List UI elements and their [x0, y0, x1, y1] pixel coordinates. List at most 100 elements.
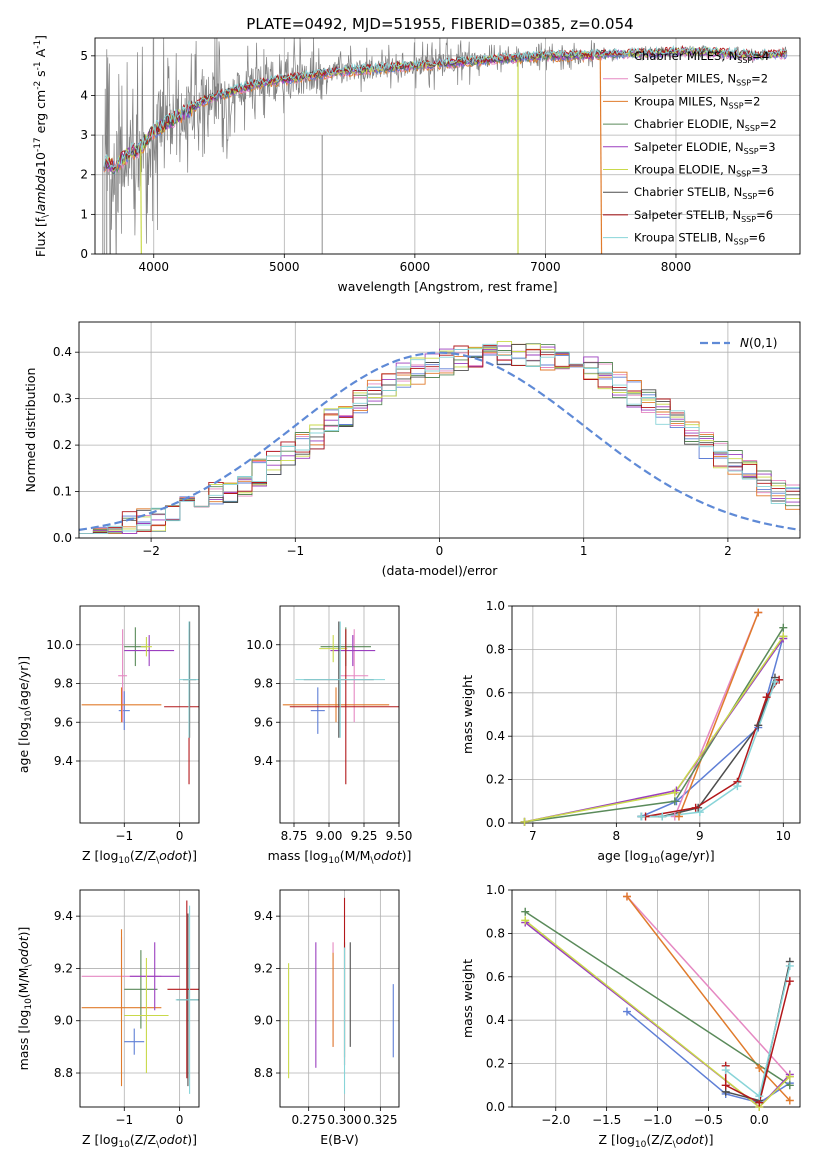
legend-entry-subscript: SSP	[734, 238, 749, 247]
y-tick-label: 9.4	[254, 754, 273, 768]
panel-age_vs_mass: 8.75 9.00 9.25 9.50 9.4 9.6 9.8 10.0 mass [log10…	[246, 605, 412, 866]
y-tick-label: 0.2	[486, 1057, 505, 1071]
x-axis-label: (data-model)/error	[382, 563, 499, 578]
legend-entry-count: =6	[749, 231, 766, 245]
x-tick-label: 8	[613, 829, 621, 843]
y-tick-label: 1	[80, 207, 88, 221]
axes-frame-mass_vs_Z	[79, 889, 200, 1108]
axes-frame-mass_weight_vs_age	[511, 605, 801, 824]
axes-frame-residuals	[78, 321, 801, 539]
panel-age_vs_Z: −1 0 9.4 9.6 9.8 10.0 Z [log10​(Z/Z\​odot)] age…	[16, 605, 200, 866]
y-axis-label: Flux [f\​lambda10-17​ erg cm-2​ s-1​ A-1…	[33, 35, 51, 257]
mass-weight-marker	[521, 916, 530, 925]
legend-entry: Kroupa MILES, NSSP=2	[634, 94, 760, 110]
y-axis-label: age [log10​(age/yr)]	[16, 656, 34, 773]
plot-area-mass_vs_Z	[81, 900, 199, 1094]
legend-residuals: N(0,1)	[700, 336, 777, 350]
histogram-step	[79, 345, 800, 538]
x-tick-label: 7	[529, 829, 537, 843]
y-tick-label: 8.8	[54, 1066, 73, 1080]
y-tick-label: 9.2	[254, 961, 273, 975]
mass-weight-line	[524, 921, 791, 1107]
mass-weight-line	[626, 1010, 791, 1104]
y-axis-label: mass weight	[460, 675, 475, 754]
legend-entry-label: Chabrier MILES, N	[634, 49, 737, 63]
x-axis-label: Z [log10​(Z/Z\​odot)]	[598, 1132, 713, 1150]
mass-weight-marker	[733, 782, 742, 791]
y-tick-label: 9.2	[54, 961, 73, 975]
y-tick-label: 0.6	[486, 970, 505, 984]
mass-weight-marker	[658, 812, 667, 821]
x-axis-label: age [log10​(age/yr)]	[597, 848, 714, 866]
figure-title: PLATE=0492, MJD=51955, FIBERID=0385, z=0…	[246, 15, 633, 33]
mass-weight-marker	[521, 907, 530, 916]
y-tick-label: 10.0	[46, 638, 73, 652]
legend-entry-subscript: SSP	[736, 79, 751, 88]
plot-area-mass_vs_ebv	[288, 897, 394, 1094]
y-tick-label: 0.6	[486, 686, 505, 700]
mass-weight-marker	[622, 892, 631, 901]
grid-mass_vs_Z	[80, 890, 199, 1107]
y-tick-label: 0.2	[53, 438, 72, 452]
mass-weight-marker	[520, 817, 529, 826]
mass-weight-marker	[785, 961, 794, 970]
axes-frame-mass_vs_ebv	[279, 889, 400, 1108]
legend-entry-count: =3	[751, 163, 768, 177]
x-tick-label: 0.325	[363, 1113, 397, 1127]
y-axis-label: mass weight	[460, 959, 475, 1038]
mass-weight-marker	[755, 1092, 764, 1101]
legend-entry-count: =2	[744, 94, 761, 108]
x-tick-label: 9.00	[316, 829, 343, 843]
x-tick-label: 9	[696, 829, 704, 843]
x-axis-label: mass [log10​(M/M\​odot)]	[268, 848, 412, 866]
y-tick-label: 9.4	[54, 909, 73, 923]
panel-mass_weight_vs_age: 7 8 9 10 0.0 0.2 0.4 0.6 0.8 1.0 age [log10​(age/y…	[460, 599, 801, 866]
legend-entry: Kroupa ELODIE, NSSP=3	[634, 163, 768, 179]
x-tick-label: 4000	[138, 260, 169, 274]
x-tick-label: 0	[176, 1113, 184, 1127]
legend-entry: N(0,1)	[740, 336, 777, 350]
mass-weight-marker	[755, 1063, 764, 1072]
y-tick-label: 9.4	[254, 909, 273, 923]
y-tick-label: 0	[80, 247, 88, 261]
x-tick-label: 0.275	[291, 1113, 325, 1127]
x-tick-label: −0.5	[694, 1113, 723, 1127]
y-tick-label: 0.4	[486, 1013, 505, 1027]
y-tick-label: 0.4	[486, 729, 505, 743]
x-tick-label: 0	[436, 544, 444, 558]
x-tick-label: −1	[115, 1113, 133, 1127]
x-tick-label: 2	[724, 544, 732, 558]
legend-entry-count: =6	[757, 185, 774, 199]
x-tick-label: 0.0	[750, 1113, 769, 1127]
x-axis-label: wavelength [Angstrom, rest frame]	[337, 279, 557, 294]
y-tick-label: 0.2	[486, 773, 505, 787]
plot-area-age_vs_mass	[282, 621, 399, 785]
x-tick-label: 5000	[269, 260, 300, 274]
x-tick-label: −1.5	[592, 1113, 621, 1127]
legend-entry-label: Salpeter ELODIE, N	[634, 140, 744, 154]
axes-frame-mass_weight_vs_Z	[511, 889, 801, 1108]
legend-entry-label: Kroupa ELODIE, N	[634, 163, 736, 177]
legend-entry-subscript: SSP	[741, 215, 756, 224]
model-spectrum-drop	[599, 55, 603, 254]
histogram-step	[79, 343, 800, 538]
y-tick-label: 9.6	[254, 715, 273, 729]
legend-entry-subscript: SSP	[745, 124, 760, 133]
model-spectrum-drop	[140, 150, 142, 254]
normal-distribution-curve	[79, 351, 800, 531]
legend-entry-count: =2	[760, 117, 777, 131]
panel-mass_vs_ebv: 0.275 0.300 0.325 8.8 9.0 9.2 9.4 E(B-V)	[254, 889, 400, 1147]
mass-weight-marker	[770, 677, 779, 686]
y-tick-label: 0.8	[486, 926, 505, 940]
mass-weight-marker	[785, 1081, 794, 1090]
x-tick-label: 8.75	[281, 829, 308, 843]
y-tick-label: 0.0	[53, 531, 72, 545]
y-tick-label: 9.0	[54, 1014, 73, 1028]
legend-entry: Salpeter MILES, NSSP=2	[634, 72, 768, 88]
legend-entry-label: Kroupa STELIB, N	[634, 231, 734, 245]
mass-weight-marker	[721, 1066, 730, 1075]
legend-entry: Kroupa STELIB, NSSP=6	[634, 231, 765, 247]
